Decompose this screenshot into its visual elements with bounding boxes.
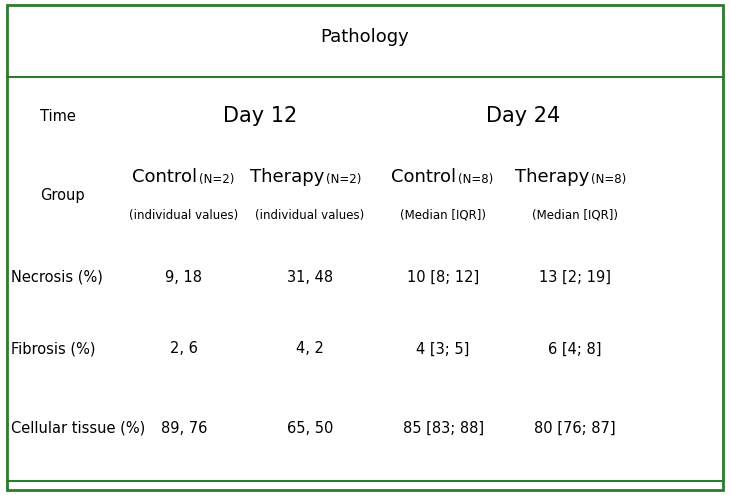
Text: Fibrosis (%): Fibrosis (%) [11,342,96,356]
Text: Time: Time [40,109,76,124]
Text: (N=8): (N=8) [591,173,626,186]
FancyBboxPatch shape [7,5,723,490]
Text: 80 [76; 87]: 80 [76; 87] [534,421,615,436]
Text: Day 24: Day 24 [485,106,560,126]
Text: Group: Group [40,188,85,203]
Text: (individual values): (individual values) [129,209,239,222]
Text: Therapy: Therapy [515,168,590,186]
Text: 2, 6: 2, 6 [170,342,198,356]
Text: (Median [IQR]): (Median [IQR]) [532,209,618,222]
Text: Day 12: Day 12 [223,106,298,126]
Text: 4 [3; 5]: 4 [3; 5] [416,342,470,356]
Text: 13 [2; 19]: 13 [2; 19] [539,270,611,285]
Text: Control: Control [391,168,456,186]
Text: Control: Control [132,168,197,186]
Text: 85 [83; 88]: 85 [83; 88] [402,421,484,436]
Text: 65, 50: 65, 50 [287,421,333,436]
Text: 6 [4; 8]: 6 [4; 8] [548,342,602,356]
Text: 10 [8; 12]: 10 [8; 12] [407,270,479,285]
Text: Therapy: Therapy [250,168,325,186]
Text: (N=2): (N=2) [326,173,361,186]
Text: (N=2): (N=2) [199,173,234,186]
Text: Necrosis (%): Necrosis (%) [11,270,103,285]
Text: 89, 76: 89, 76 [161,421,207,436]
Text: (individual values): (individual values) [255,209,364,222]
Text: (Median [IQR]): (Median [IQR]) [400,209,486,222]
Text: (N=8): (N=8) [458,173,493,186]
Text: 4, 2: 4, 2 [296,342,324,356]
Text: 31, 48: 31, 48 [287,270,333,285]
Text: Cellular tissue (%): Cellular tissue (%) [11,421,145,436]
Text: Pathology: Pathology [320,28,410,46]
Text: 9, 18: 9, 18 [166,270,202,285]
